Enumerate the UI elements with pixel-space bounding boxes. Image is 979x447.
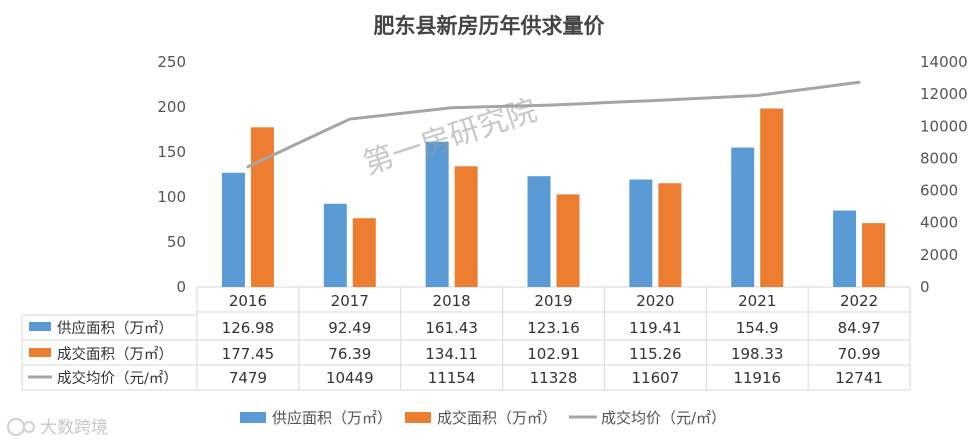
deal-bar (760, 108, 784, 288)
y-axis-left: 0 50 100 150 200 250 (157, 53, 186, 296)
table-row-swatch (29, 348, 51, 357)
table-cell-value: 12741 (835, 369, 883, 387)
table-cell-value: 115.26 (629, 345, 682, 363)
table-header-year: 2020 (636, 292, 674, 310)
table-cell-value: 92.49 (328, 319, 371, 337)
chart-title: 肥东县新房历年供求量价 (374, 14, 606, 38)
legend-swatch (405, 412, 431, 423)
table-cell-value: 76.39 (328, 345, 371, 363)
table-cell-value: 161.43 (425, 319, 478, 337)
data-table: 2016 2017 2018 2019 2020 2021 2022 供应面积（万㎡） 126.… (21, 287, 911, 391)
y-left-tick-label: 150 (157, 143, 186, 161)
brand-mark: 大数跨境 (7, 418, 108, 438)
y-axis-right: 0 2000 4000 6000 8000 10000 12000 14000 (920, 53, 968, 296)
supply-bar (629, 179, 653, 287)
table-cell-value: 126.98 (222, 319, 275, 337)
y-right-tick-label: 4000 (920, 214, 958, 232)
legend: 供应面积（万㎡） 成交面积（万㎡） 成交均价（元/㎡） (240, 409, 726, 427)
deal-bar (862, 223, 886, 287)
table-cell-value: 70.99 (838, 345, 881, 363)
y-left-tick-label: 0 (176, 278, 186, 296)
plot-area (197, 80, 910, 288)
table-header-year: 2017 (331, 292, 369, 310)
table-cell-value: 11607 (631, 369, 679, 387)
avg-price-line (246, 80, 861, 169)
table-cell-value: 11328 (530, 369, 578, 387)
table-header-year: 2018 (433, 292, 471, 310)
deal-bar (556, 194, 580, 287)
table-header-year: 2022 (840, 292, 878, 310)
brand-logo-icon (7, 418, 35, 436)
y-right-tick-label: 10000 (920, 117, 968, 135)
table-cell-value: 84.97 (838, 319, 881, 337)
table-cell-value: 198.33 (731, 345, 784, 363)
y-left-tick-label: 200 (157, 98, 186, 116)
y-right-tick-label: 14000 (920, 53, 968, 71)
legend-label: 供应面积（万㎡） (272, 409, 392, 427)
supply-bar (323, 203, 347, 287)
y-right-tick-label: 0 (920, 278, 930, 296)
y-right-tick-label: 8000 (920, 149, 958, 167)
table-cell-value: 10449 (326, 369, 374, 387)
watermark-text: 第一房研究院 (359, 93, 541, 182)
table-row-label: 成交均价（元/㎡） (57, 369, 178, 387)
deal-bar (250, 127, 274, 287)
table-cell-value: 119.41 (629, 319, 682, 337)
supply-bar (833, 210, 857, 287)
table-cell-value: 7479 (229, 369, 267, 387)
y-left-tick-label: 250 (157, 53, 186, 71)
table-cell-value: 11916 (733, 369, 781, 387)
table-row-swatch (29, 322, 51, 331)
legend-label: 成交面积（万㎡） (437, 409, 557, 427)
supply-bar (527, 176, 551, 287)
table-cell-value: 11154 (428, 369, 476, 387)
legend-label: 成交均价（元/㎡） (601, 409, 726, 427)
table-row-label: 成交面积（万㎡） (57, 345, 173, 363)
y-right-tick-label: 12000 (920, 85, 968, 103)
supply-bar (731, 147, 755, 287)
table-cell-value: 177.45 (222, 345, 275, 363)
table-row-label: 供应面积（万㎡） (57, 319, 173, 337)
supply-bar (221, 172, 245, 287)
brand-name: 大数跨境 (40, 418, 108, 438)
table-header-year: 2019 (534, 292, 572, 310)
table-header-year: 2016 (229, 292, 267, 310)
deal-bar (658, 183, 682, 287)
y-left-tick-label: 100 (157, 188, 186, 206)
y-right-tick-label: 2000 (920, 246, 958, 264)
legend-swatch (240, 412, 266, 423)
y-right-tick-label: 6000 (920, 182, 958, 200)
deal-bar (454, 166, 478, 287)
table-cell-value: 154.9 (736, 319, 779, 337)
table-cell-value: 102.91 (527, 345, 580, 363)
deal-bar (352, 218, 376, 287)
y-left-tick-label: 50 (167, 233, 186, 251)
table-header-year: 2021 (738, 292, 776, 310)
table-cell-value: 134.11 (425, 345, 478, 363)
supply-bar (425, 141, 449, 287)
table-cell-value: 123.16 (527, 319, 580, 337)
